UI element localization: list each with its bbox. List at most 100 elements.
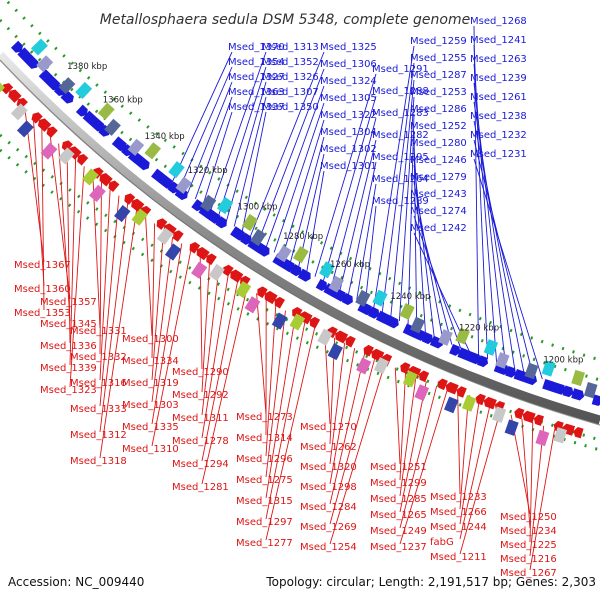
gene-arrow xyxy=(363,344,374,357)
feature-box xyxy=(58,77,76,95)
gene-arrow xyxy=(483,396,497,410)
gene-arrow xyxy=(191,199,203,212)
gene-label: Msed_1270 xyxy=(300,422,357,433)
gene-label: Msed_1292 xyxy=(172,390,229,401)
leader-line xyxy=(459,402,480,525)
leader-line xyxy=(324,332,331,425)
leader-line xyxy=(529,425,545,557)
gene-arrow xyxy=(108,180,120,193)
gene-arrow xyxy=(1,83,14,95)
feature-box xyxy=(483,339,499,356)
leader-line xyxy=(145,216,153,337)
gene-label: Msed_1295 xyxy=(372,152,429,163)
tick-label: 1300 kbp xyxy=(238,202,278,212)
feature-box xyxy=(492,406,507,423)
gene-arrow xyxy=(400,362,411,374)
gene-label: Msed_1301 xyxy=(320,161,377,172)
leader-line xyxy=(329,353,366,505)
gene-arrow xyxy=(550,381,566,395)
gene-label: Msed_1250 xyxy=(500,512,557,523)
leader-line xyxy=(99,188,111,381)
leader-line xyxy=(339,139,377,291)
gene-arrow xyxy=(215,216,227,229)
gene-arrow xyxy=(297,268,311,282)
feature-track-dots xyxy=(0,0,600,452)
feature-box xyxy=(504,419,519,436)
feature-box xyxy=(57,147,75,165)
gene-arrow xyxy=(573,427,584,439)
gene-label: Msed_1297 xyxy=(236,517,293,528)
leader-line xyxy=(356,183,377,300)
leader-line xyxy=(329,348,356,485)
feature-box xyxy=(235,281,252,299)
leader-line xyxy=(459,406,491,540)
gene-label: Msed_1296 xyxy=(236,454,293,465)
leader-line xyxy=(218,66,267,216)
gene-arrow xyxy=(290,264,302,277)
gene-arrow xyxy=(172,230,184,242)
leader-line xyxy=(398,96,415,322)
gene-arrow xyxy=(158,174,173,189)
gene-label: Msed_1306 xyxy=(320,59,377,70)
feature-box xyxy=(414,384,430,402)
leader-line xyxy=(399,372,407,481)
gene-label: Msed_1252 xyxy=(410,121,467,132)
gene-arrow xyxy=(562,385,574,398)
gene-label: Msed_1363 xyxy=(228,87,285,98)
leader-line xyxy=(33,120,45,287)
leader-line xyxy=(99,202,129,433)
feature-box xyxy=(10,103,28,121)
gene-label: Msed_1339 xyxy=(40,363,97,374)
leader-line xyxy=(201,262,210,393)
gene-label: Msed_1354 xyxy=(228,57,285,68)
gene-label: Msed_1266 xyxy=(430,507,487,518)
tick-label: 1380 kbp xyxy=(67,62,107,72)
leader-line xyxy=(329,362,386,545)
leader-line xyxy=(249,51,325,238)
leader-line xyxy=(413,181,444,341)
gene-label: Msed_1291 xyxy=(372,64,429,75)
feature-box xyxy=(275,245,292,263)
gene-label: Msed_1332 xyxy=(70,352,127,363)
feature-box xyxy=(244,296,261,314)
leader-line xyxy=(151,249,192,447)
feature-box xyxy=(444,396,459,414)
gene-label: Msed_1254 xyxy=(300,542,357,553)
gene-label: Msed_1237 xyxy=(370,542,427,553)
feature-box xyxy=(399,302,415,320)
leader-line xyxy=(394,367,401,465)
gene-label: Msed_1274 xyxy=(410,206,467,217)
feature-box xyxy=(583,382,598,399)
gene-label: Msed_1225 xyxy=(500,540,557,551)
gene-label: Msed_1350 xyxy=(262,102,319,113)
feature-box xyxy=(156,227,174,245)
leader-line xyxy=(151,230,165,381)
feature-box xyxy=(402,370,418,388)
gene-label: Msed_1322 xyxy=(320,110,377,121)
genome-backbone xyxy=(0,51,600,425)
leader-line xyxy=(151,243,183,425)
gene-label: Msed_1288 xyxy=(372,86,429,97)
leader-line xyxy=(473,139,534,376)
leader-line xyxy=(399,381,427,513)
forward-leader-lines xyxy=(172,25,543,380)
leader-line xyxy=(202,111,233,205)
gene-arrow xyxy=(437,378,448,391)
leader-line xyxy=(99,209,138,459)
gene-arrow xyxy=(8,89,22,103)
outer-dot-track-2 xyxy=(0,18,600,382)
leader-line xyxy=(459,410,501,555)
gene-arrow xyxy=(131,198,145,213)
feature-box xyxy=(250,228,267,247)
gene-label: Msed_1294 xyxy=(172,459,229,470)
feature-box xyxy=(319,261,335,279)
gene-arrow xyxy=(89,116,105,132)
feature-box xyxy=(372,289,388,307)
feature-box xyxy=(82,168,99,186)
gene-label: Msed_1324 xyxy=(320,76,377,87)
gene-label: Msed_1331 xyxy=(70,326,127,337)
gene-label: Msed_1336 xyxy=(40,341,97,352)
gene-arrow xyxy=(274,296,286,309)
feature-box xyxy=(144,142,162,160)
